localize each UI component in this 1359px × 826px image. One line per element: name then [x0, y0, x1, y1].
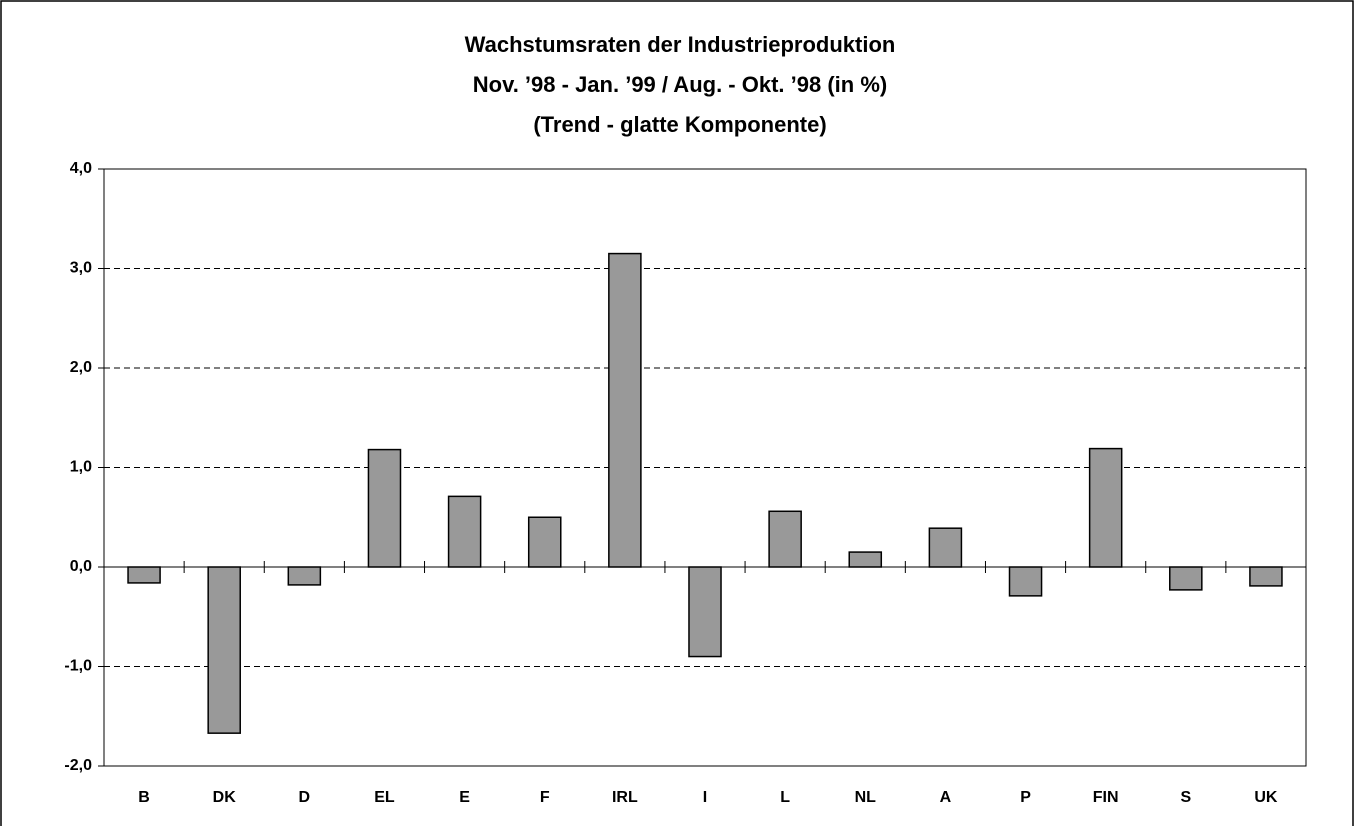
- bar: [207, 566, 241, 734]
- bar: [1169, 566, 1203, 591]
- x-tick-label: P: [1020, 789, 1031, 806]
- x-tick-label: NL: [855, 789, 877, 806]
- y-tick-label: 1,0: [70, 459, 92, 476]
- chart-subtitle: (Trend - glatte Komponente): [533, 112, 826, 137]
- bar: [447, 495, 482, 568]
- plot-area: [103, 168, 1307, 767]
- bar: [287, 566, 322, 586]
- bar: [527, 516, 562, 568]
- bar: [768, 510, 802, 568]
- bar: [1008, 566, 1043, 597]
- x-tick-label: UK: [1254, 789, 1278, 806]
- y-tick-label: 2,0: [70, 359, 92, 376]
- x-tick-label: IRL: [612, 789, 638, 806]
- x-tick-label: F: [540, 789, 550, 806]
- x-tick-label: DK: [213, 789, 237, 806]
- bar: [1088, 447, 1123, 568]
- chart-subtitle: Nov. ’98 - Jan. ’99 / Aug. - Okt. ’98 (i…: [473, 72, 887, 97]
- bar: [608, 252, 642, 568]
- bar: [1249, 566, 1283, 587]
- y-tick-label: 3,0: [70, 260, 92, 277]
- chart-title: Wachstumsraten der Industrieproduktion: [465, 32, 896, 57]
- x-tick-label: S: [1180, 789, 1191, 806]
- bar: [928, 527, 963, 568]
- x-tick-label: EL: [374, 789, 395, 806]
- x-tick-label: L: [780, 789, 790, 806]
- bar: [367, 448, 402, 568]
- x-tick-label: D: [299, 789, 311, 806]
- y-tick-label: -1,0: [64, 658, 92, 675]
- bar: [848, 551, 883, 568]
- y-tick-label: -2,0: [64, 757, 92, 774]
- y-tick-label: 4,0: [70, 160, 92, 177]
- x-tick-label: A: [940, 789, 952, 806]
- x-tick-label: B: [138, 789, 150, 806]
- x-tick-label: I: [703, 789, 707, 806]
- y-tick-label: 0,0: [70, 558, 92, 575]
- bar: [688, 566, 722, 658]
- x-tick-label: FIN: [1093, 789, 1119, 806]
- x-tick-label: E: [459, 789, 470, 806]
- bar: [127, 566, 161, 584]
